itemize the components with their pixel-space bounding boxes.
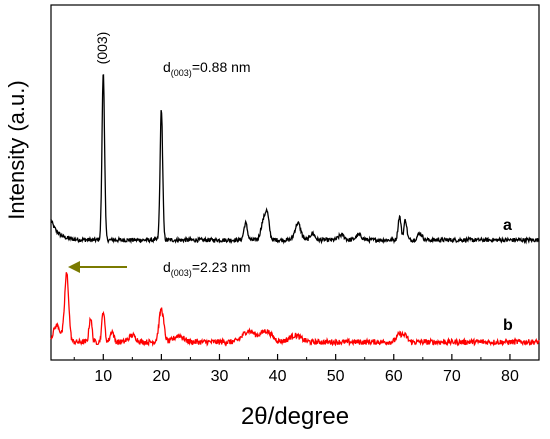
x-tick-label: 30: [211, 368, 229, 385]
series-b-line: [50, 272, 540, 347]
y-axis-label: Intensity (a.u.): [4, 80, 29, 219]
plot-frame: [50, 4, 540, 361]
d-spacing-a-annotation: d(003)=0.88 nm: [163, 59, 251, 78]
d-spacing-b-value: =2.23 nm: [192, 259, 251, 275]
x-tick-label: 40: [269, 368, 287, 385]
x-tick-label: 50: [327, 368, 345, 385]
x-tick-label: 70: [443, 368, 461, 385]
x-axis-ticks: 10 20 30 40 50 60 70 80: [73, 354, 519, 385]
d-spacing-b-letter: d: [163, 259, 171, 275]
d-spacing-a-letter: d: [163, 59, 171, 75]
d-spacing-b-annotation: d(003)=2.23 nm: [163, 259, 251, 278]
series-a-tag: a: [503, 217, 512, 234]
x-tick-label: 80: [501, 368, 519, 385]
x-tick-label: 20: [152, 368, 170, 385]
d-spacing-a-value: =0.88 nm: [192, 59, 251, 75]
series-b-tag: b: [503, 317, 513, 334]
x-axis-label: 2θ/degree: [241, 403, 349, 430]
d-spacing-a-sub: (003): [171, 68, 192, 78]
series-a-line: [50, 74, 540, 245]
x-tick-label: 10: [94, 368, 112, 385]
d-spacing-b-sub: (003): [171, 268, 192, 278]
x-tick-label: 60: [385, 368, 403, 385]
shift-arrow-icon: [68, 261, 127, 273]
peak-003-label: (003): [94, 32, 110, 65]
